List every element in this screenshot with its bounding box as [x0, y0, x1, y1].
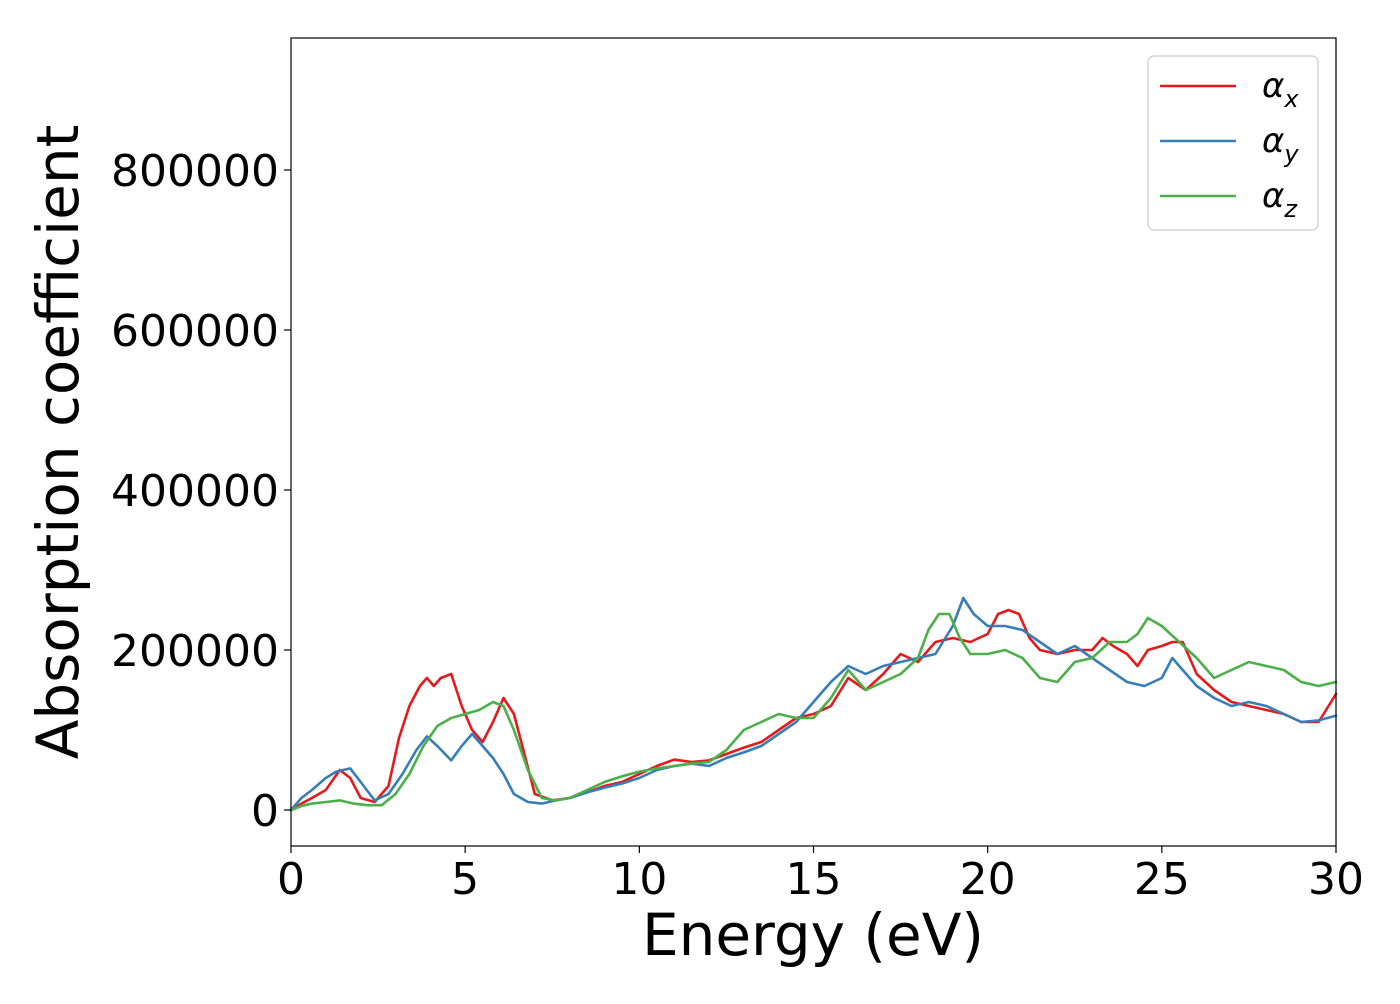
y-axis-label: Absorption coefficient	[24, 125, 92, 760]
legend-symbol: α	[1262, 176, 1284, 216]
series-line-z	[289, 612, 1338, 812]
legend-symbol: α	[1262, 66, 1284, 106]
legend-frame	[1147, 55, 1319, 231]
y-tick-label: 0	[251, 786, 279, 837]
x-tick-label: 20	[960, 854, 1016, 905]
x-tick-label: 10	[611, 854, 667, 905]
legend-label-z: αz	[1262, 176, 1298, 223]
y-tick-label: 600000	[111, 306, 279, 357]
x-tick-label: 30	[1308, 854, 1364, 905]
legend-subscript: z	[1283, 195, 1298, 223]
y-tick-label: 800000	[111, 146, 279, 197]
legend-symbol: α	[1262, 121, 1284, 161]
x-axis-label: Energy (eV)	[642, 901, 984, 969]
series-line-x	[289, 608, 1338, 812]
legend-label-y: αy	[1262, 121, 1299, 168]
y-tick-label: 400000	[111, 466, 279, 517]
x-tick-label: 15	[786, 854, 842, 905]
y-axis: 0 200000 400000 600000 800000	[111, 146, 291, 837]
x-axis: 0 5 10 15 20 25 30	[277, 846, 1364, 905]
series-line-y	[289, 596, 1338, 812]
legend-subscript: y	[1283, 140, 1299, 168]
x-tick-label: 5	[451, 854, 479, 905]
x-tick-label: 0	[277, 854, 305, 905]
y-tick-label: 200000	[111, 626, 279, 677]
x-tick-label: 25	[1134, 854, 1190, 905]
legend-label-x: αx	[1262, 66, 1299, 113]
legend-subscript: x	[1283, 85, 1299, 113]
